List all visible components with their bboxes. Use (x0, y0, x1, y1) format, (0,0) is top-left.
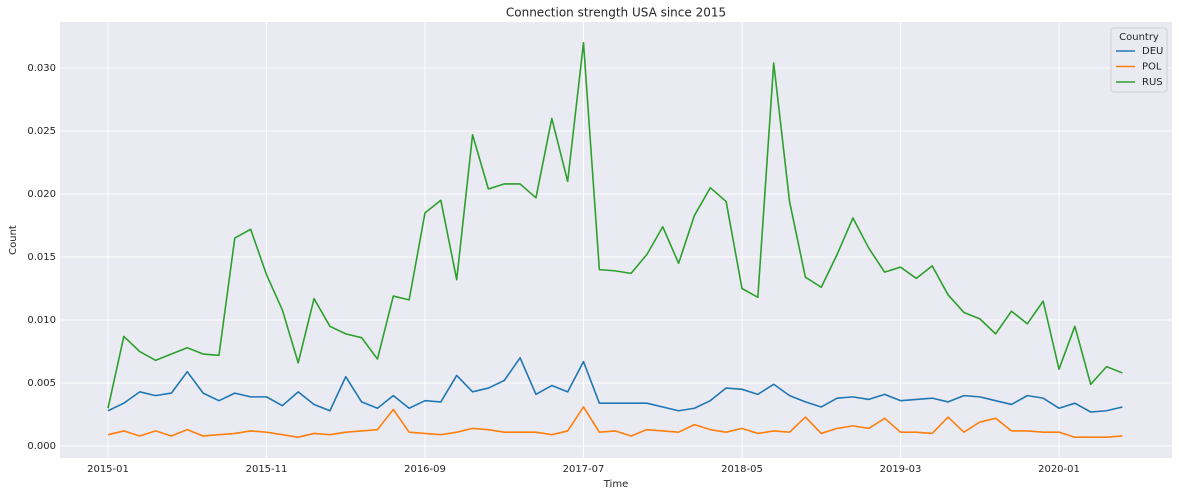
legend-title: Country (1119, 32, 1159, 43)
x-tick-label: 2015-01 (87, 464, 129, 475)
chart-title: Connection strength USA since 2015 (506, 6, 726, 20)
x-tick-label: 2018-05 (721, 464, 763, 475)
line-series (107, 406, 1123, 439)
line-series (107, 357, 1123, 413)
legend-label: RUS (1142, 77, 1163, 88)
plot-area (60, 22, 1172, 458)
legend-box (1110, 27, 1168, 93)
y-axis-label: Count (8, 225, 19, 255)
line-series (107, 41, 1123, 409)
y-tick-label: 0.030 (27, 63, 56, 74)
y-tick-label: 0.000 (27, 441, 56, 452)
x-axis-label: Time (603, 479, 628, 490)
x-tick-label: 2016-09 (404, 464, 446, 475)
y-tick-label: 0.005 (27, 378, 56, 389)
legend-label: POL (1142, 62, 1162, 73)
y-tick-label: 0.010 (27, 315, 56, 326)
y-tick-label: 0.025 (27, 126, 56, 137)
y-tick-label: 0.015 (27, 252, 56, 263)
x-tick-label: 2019-03 (880, 464, 922, 475)
legend-label: DEU (1142, 46, 1163, 57)
y-tick-label: 0.020 (27, 189, 56, 200)
x-tick-label: 2017-07 (563, 464, 605, 475)
x-tick-label: 2020-01 (1038, 464, 1080, 475)
x-tick-label: 2015-11 (246, 464, 288, 475)
